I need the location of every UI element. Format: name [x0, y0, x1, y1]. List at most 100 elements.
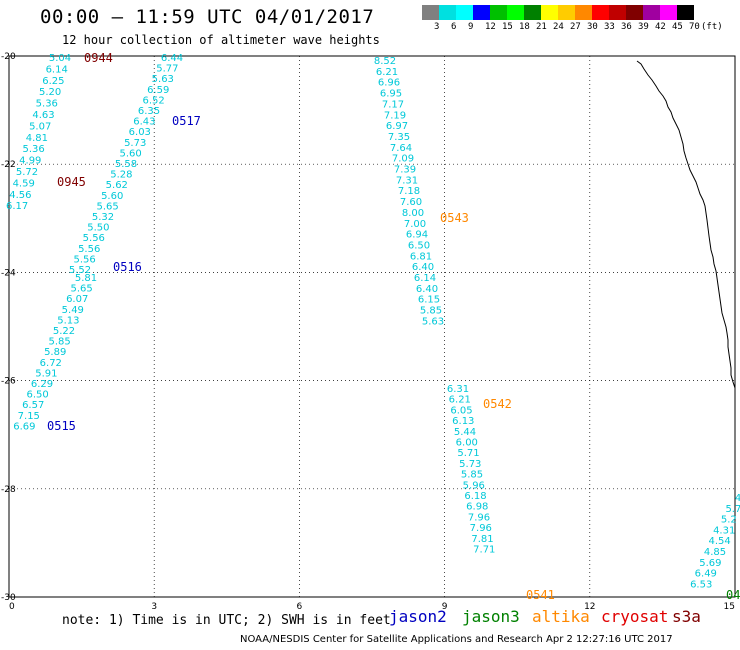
pass-time-label: 04 [726, 588, 740, 602]
pass-time-label: 0515 [47, 419, 76, 433]
legend-label: 12 [485, 22, 496, 32]
wave-height-value: 5.13 [57, 315, 79, 326]
wave-height-value: 6.17 [6, 201, 28, 212]
wave-height-value: 6.96 [378, 78, 400, 89]
legend-label: 36 [621, 22, 632, 32]
lon-tick-label: 9 [442, 602, 448, 612]
wave-height-value: 4.63 [32, 110, 54, 121]
wave-height-value: 5.81 [75, 273, 97, 284]
wave-height-value: 5.85 [48, 337, 70, 348]
legend-label: 33 [604, 22, 615, 32]
satellite-name: jason2 [389, 607, 447, 626]
track-value-labels: 5.046.146.255.205.364.635.074.815.364.99… [6, 51, 740, 602]
legend-swatch [507, 5, 524, 20]
wave-height-value: 6.98 [466, 502, 488, 513]
wave-height-value: 7.96 [468, 512, 490, 523]
wave-height-value: 8.52 [374, 56, 396, 67]
wave-height-value: 7.19 [384, 110, 406, 121]
wave-height-value: 6.25 [42, 76, 64, 87]
wave-height-value: 6.43 [133, 117, 155, 128]
legend-label: 9 [468, 22, 474, 32]
wave-height-value: 6.03 [129, 127, 151, 138]
wave-height-value: 5.32 [92, 212, 114, 223]
lat-tick-label: -22 [1, 160, 16, 170]
legend-swatch [609, 5, 626, 20]
wave-height-value: 5.20 [39, 87, 61, 98]
wave-height-value: 5.44 [454, 427, 476, 438]
wave-height-value: 6.40 [416, 284, 438, 295]
wave-height-value: 6.97 [386, 121, 408, 132]
legend-swatch [524, 5, 541, 20]
map-grid [9, 56, 735, 597]
wave-height-value: 5.77 [156, 64, 178, 75]
legend-swatch [456, 5, 473, 20]
wave-height-value: 6.29 [31, 379, 53, 390]
credit-line: NOAA/NESDIS Center for Satellite Applica… [240, 634, 673, 645]
wave-height-value: 5.60 [119, 148, 141, 159]
legend-label: 18 [519, 22, 530, 32]
wave-height-value: 6.21 [449, 395, 471, 406]
wave-height-value: 7.64 [390, 143, 412, 154]
wave-height-value: 6.95 [380, 89, 402, 100]
pass-time-label: 0945 [57, 175, 86, 189]
legend-swatch [677, 5, 694, 20]
satellite-name: s3a [672, 607, 701, 626]
wave-height-value: 6.50 [408, 240, 430, 251]
wave-height-value: 6.14 [414, 273, 436, 284]
legend-label: 30 [587, 22, 598, 32]
wave-height-value: 6.94 [406, 230, 428, 241]
wave-height-value: 5.62 [106, 180, 128, 191]
wave-height-value: 5.2 [721, 515, 737, 526]
legend-label: (ft) [701, 22, 723, 32]
color-legend-labels: 3 6 9 12 15 18 21 24 27 30 33 36 39 42 45 70 (ft) [422, 22, 732, 34]
wave-height-value: 6.50 [26, 390, 48, 401]
satellite-name: altika [532, 607, 590, 626]
wave-height-value: 6.72 [40, 358, 62, 369]
wave-height-value: 7.18 [398, 186, 420, 197]
legend-swatch [592, 5, 609, 20]
wave-height-value: 6.49 [695, 569, 717, 580]
coastline [636, 60, 736, 389]
pass-time-label: 0944 [84, 51, 113, 65]
wave-height-value: 5.50 [87, 223, 109, 234]
wave-height-value: 4.31 [713, 525, 735, 536]
legend-swatch [626, 5, 643, 20]
wave-height-value: 4.85 [704, 547, 726, 558]
wave-height-value: 6.44 [161, 53, 183, 64]
wave-height-value: 6.59 [147, 85, 169, 96]
wave-height-value: 6.53 [690, 579, 712, 590]
color-legend [422, 5, 694, 20]
wave-height-value: 5.69 [699, 558, 721, 569]
wave-height-value: 5.04 [49, 53, 71, 64]
legend-label: 3 [434, 22, 440, 32]
legend-swatch [660, 5, 677, 20]
wave-height-value: 6.21 [376, 67, 398, 78]
legend-swatch [490, 5, 507, 20]
wave-height-value: 4.54 [708, 536, 730, 547]
legend-label: 45 [672, 22, 683, 32]
wave-height-value: 7.81 [471, 534, 493, 545]
wave-height-value: 6.13 [452, 416, 474, 427]
wave-height-value: 5.73 [124, 138, 146, 149]
lat-tick-label: -26 [1, 377, 16, 387]
legend-swatch [439, 5, 456, 20]
wave-height-value: 7.35 [388, 132, 410, 143]
wave-height-value: 4.81 [26, 133, 48, 144]
wave-height-value: 5.49 [62, 305, 84, 316]
wave-height-value: 5.96 [463, 480, 485, 491]
wave-height-value: 6.15 [418, 295, 440, 306]
wave-height-value: 5.85 [461, 470, 483, 481]
wave-height-value: 6.07 [66, 294, 88, 305]
wave-height-value: 6.00 [456, 438, 478, 449]
wave-height-value: 5.36 [22, 144, 44, 155]
map-title: 00:00 – 11:59 UTC 04/01/2017 [40, 6, 375, 28]
wave-height-value: 5.63 [152, 74, 174, 85]
wave-height-value: 5.28 [110, 170, 132, 181]
wave-height-value: 4.56 [9, 190, 31, 201]
map-frame [8, 55, 736, 598]
wave-height-value: 5.56 [73, 254, 95, 265]
legend-label: 39 [638, 22, 649, 32]
wave-height-value: 6.40 [412, 262, 434, 273]
wave-height-value: 5.65 [70, 284, 92, 295]
